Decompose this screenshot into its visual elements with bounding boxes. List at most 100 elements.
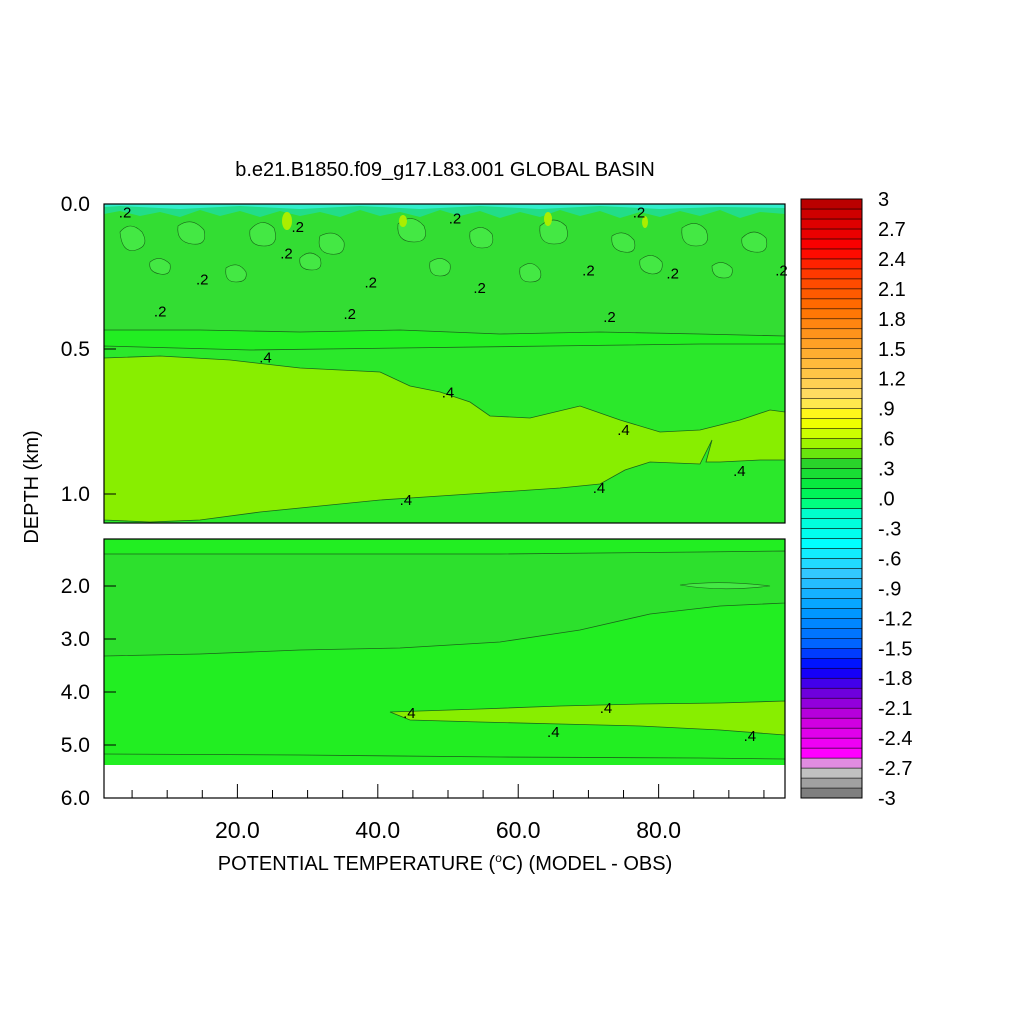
colorbar-swatch [800, 418, 863, 429]
colorbar-swatch [800, 438, 863, 449]
deep-core [104, 550, 785, 657]
colorbar-swatch [800, 558, 863, 569]
colorbar-swatch [800, 198, 863, 210]
colorbar-swatch [800, 478, 863, 489]
colorbar-swatch [800, 737, 863, 749]
colorbar-swatch [800, 258, 863, 270]
colorbar-swatch [800, 618, 863, 629]
colorbar-swatch [800, 727, 863, 739]
colorbar-swatch [800, 598, 863, 609]
colorbar-swatch [800, 378, 863, 389]
colorbar-swatch [800, 308, 863, 320]
colorbar-swatch [800, 288, 863, 300]
contour-label: .2 [292, 219, 305, 236]
axes: 0.0 0.5 1.0 2.0 3.0 4.0 5.0 6.0 20.0 40.0 60.0 80.0 [61, 193, 765, 843]
contour-label: .2 [280, 245, 293, 262]
colorbar-swatch [800, 338, 863, 349]
upper-panel-frame [103, 203, 786, 524]
colorbar-label: .0 [878, 489, 895, 511]
colorbar-swatch [800, 408, 863, 419]
deep-core-lens [679, 582, 771, 590]
colorbar-label: -2.4 [878, 728, 912, 750]
y-tick-label: 3.0 [61, 628, 90, 651]
colorbar-label: 2.7 [878, 219, 906, 241]
colorbar-swatch [800, 677, 863, 689]
contour-label: .2 [633, 205, 646, 222]
colorbar-swatch [800, 667, 863, 679]
contour-label: .4 [593, 480, 606, 497]
colorbar-swatch [800, 757, 863, 769]
colorbar-label: -.6 [878, 548, 901, 570]
colorbar-label: -1.2 [878, 608, 912, 630]
colorbar-swatch [800, 278, 863, 290]
lower-panel [103, 538, 786, 799]
colorbar-swatch [800, 428, 863, 439]
y-tick-label: 4.0 [61, 681, 90, 704]
colorbar-swatch [800, 518, 863, 529]
anomaly-04-deep [389, 700, 785, 736]
colorbar-swatch [800, 218, 863, 230]
x-axis-label-tail: C) (MODEL - OBS) [502, 853, 672, 875]
contour-label: .4 [733, 463, 746, 480]
colorbar-swatch [800, 358, 863, 369]
colorbar-swatch [800, 777, 863, 789]
colorbar-swatch [800, 388, 863, 399]
colorbar-swatch [800, 468, 863, 479]
contour-label: .2 [196, 271, 209, 288]
contour-labels: .2 .2 .2 .2 .2 .2 .2 .2 .2 .2 .2 .2 .2 .2 .4 .4 .4 .4 .4 .4… [119, 205, 788, 745]
contour-label: .4 [400, 492, 413, 509]
contour-label: .2 [154, 303, 167, 320]
x-tick-label: 60.0 [496, 817, 541, 843]
colorbar-label: -1.8 [878, 668, 912, 690]
colorbar-label: 2.4 [878, 249, 906, 271]
colorbar-swatch [800, 548, 863, 559]
chart-title: b.e21.B1850.f09_g17.L83.001 GLOBAL BASIN [235, 159, 655, 181]
colorbar-swatch [800, 767, 863, 779]
x-tick-label: 80.0 [636, 817, 681, 843]
colorbar-swatch [800, 248, 863, 260]
colorbar-label: .6 [878, 429, 895, 451]
colorbar-label: 3 [878, 189, 889, 211]
contour-label: .4 [442, 385, 455, 402]
contour-label: .2 [775, 263, 788, 280]
colorbar-swatch [800, 458, 863, 469]
x-axis-label-degree: o [495, 851, 502, 865]
colorbar-swatch [800, 657, 863, 669]
y-tick-label: 0.5 [61, 338, 90, 361]
colorbar-label: 1.5 [878, 339, 906, 361]
contour-label: .2 [666, 266, 679, 283]
colorbar-swatch [800, 717, 863, 729]
x-tick-label: 20.0 [215, 817, 260, 843]
anomaly-04-region [104, 355, 785, 523]
colorbar-label: 1.2 [878, 369, 906, 391]
colorbar-label: -2.1 [878, 698, 912, 720]
upper-yellow-spots [282, 212, 648, 230]
y-axis-label: DEPTH (km) [21, 430, 43, 543]
colorbar-label: -2.7 [878, 758, 912, 780]
colorbar-swatch [800, 228, 863, 240]
contour-label: .2 [365, 274, 378, 291]
contour-label: .4 [744, 728, 757, 745]
colorbar-swatch [800, 528, 863, 539]
colorbar-swatch [800, 787, 863, 799]
upper-panel [103, 203, 786, 524]
colorbar-label: -3 [878, 788, 896, 810]
y-tick-label: 2.0 [61, 575, 90, 598]
colorbar-swatch [800, 268, 863, 280]
contour-label: .2 [343, 306, 356, 323]
colorbar-swatch [800, 747, 863, 759]
colorbar-label: 1.8 [878, 309, 906, 331]
surface-band-thin [104, 204, 785, 209]
colorbar-swatch [800, 348, 863, 359]
contour-label: .4 [600, 700, 613, 717]
colorbar-swatch [800, 298, 863, 310]
colorbar-swatch [800, 588, 863, 599]
y-tick-label: 0.0 [61, 193, 90, 216]
colorbar-swatch [800, 538, 863, 549]
x-axis-label-main: POTENTIAL TEMPERATURE ( [218, 853, 496, 875]
colorbar-swatch [800, 648, 863, 659]
missing-data-region [104, 765, 785, 798]
colorbar-swatch [800, 208, 863, 220]
colorbar-label: -1.5 [878, 638, 912, 660]
